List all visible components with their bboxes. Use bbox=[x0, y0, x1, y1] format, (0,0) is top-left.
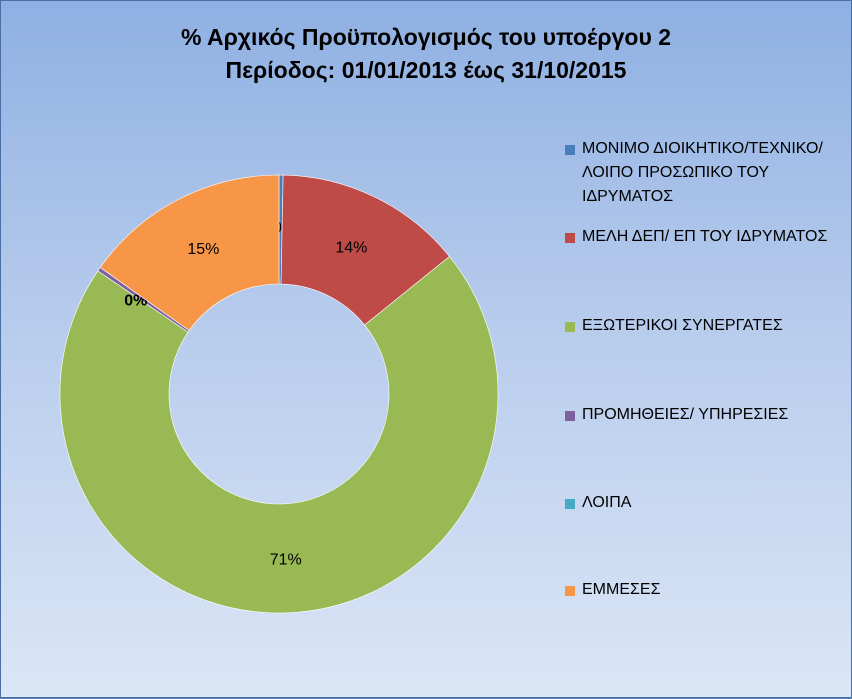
chart-subtitle-line: Περίοδος: 01/01/2013 έως 31/10/2015 bbox=[225, 57, 627, 83]
legend-label: ΛΟΙΠΑ bbox=[582, 494, 632, 511]
legend-swatch bbox=[565, 322, 575, 332]
slice-data-label: 14% bbox=[335, 239, 367, 256]
donut-slice bbox=[99, 174, 280, 331]
legend-swatch bbox=[565, 233, 575, 243]
legend-label: ΜΕΛΗ ΔΕΠ/ ΕΠ ΤΟΥ ΙΔΡΥΜΑΤΟΣ bbox=[582, 228, 828, 245]
legend-swatch bbox=[565, 586, 575, 596]
legend-label: ΜΟΝΙΜΟ ΔΙΟΙΚΗΤΙΚΟ/ΤΕΧΝΙΚΟ/ΛΟΙΠΟ ΠΡΟΣΩΠΙΚ… bbox=[582, 140, 823, 205]
chart-title: % Αρχικός Προϋπολογισμός του υποέργου 2 … bbox=[1, 21, 851, 87]
legend-swatch bbox=[565, 499, 575, 509]
legend-label: ΕΞΩΤΕΡΙΚΟΙ ΣΥΝΕΡΓΑΤΕΣ bbox=[582, 317, 783, 334]
chart-title-line: % Αρχικός Προϋπολογισμός του υποέργου 2 bbox=[180, 24, 672, 50]
legend-label: ΠΡΟΜΗΘΕΙΕΣ/ ΥΠΗΡΕΣΙΕΣ bbox=[582, 406, 789, 423]
legend-label: ΕΜΜΕΣΕΣ bbox=[582, 581, 661, 598]
donut-slice bbox=[280, 174, 450, 326]
slice-data-label: 71% bbox=[270, 551, 302, 568]
legend-swatch bbox=[565, 145, 575, 155]
donut-slice bbox=[59, 256, 499, 614]
legend-swatch bbox=[565, 411, 575, 421]
slice-data-label: 15% bbox=[187, 241, 219, 258]
